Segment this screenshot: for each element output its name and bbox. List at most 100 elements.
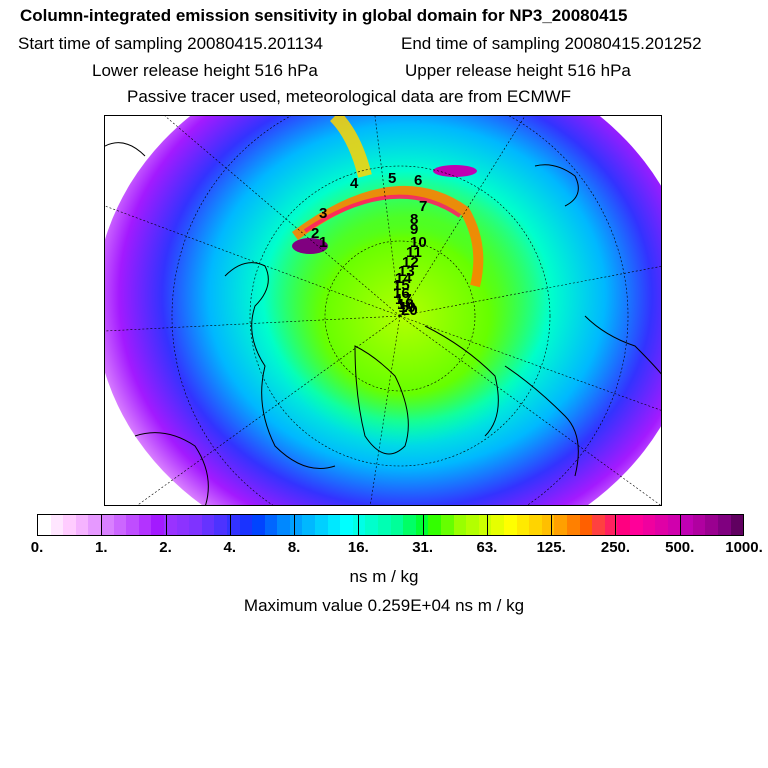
colorbar-cell xyxy=(478,515,492,535)
colorbar-cell xyxy=(315,515,328,535)
colorbar-cell xyxy=(327,515,341,535)
colorbar-cell xyxy=(692,515,706,535)
colorbar-major-divider xyxy=(422,515,424,535)
trajectory-point-label: 8 xyxy=(410,211,418,228)
colorbar-cell xyxy=(302,515,316,535)
lower-release-label: Lower release height 516 hPa xyxy=(92,61,318,80)
trajectory-point-label: 17 xyxy=(395,291,412,308)
colorbar-cell xyxy=(415,515,429,535)
secondary-spot xyxy=(433,165,477,177)
colorbar-cell xyxy=(642,515,656,535)
colorbar-cell xyxy=(428,515,441,535)
colorbar-cell xyxy=(730,515,744,535)
colorbar-cell xyxy=(201,515,215,535)
colorbar-cell xyxy=(390,515,404,535)
colorbar-cell xyxy=(277,515,290,535)
trajectory-point-label: 7 xyxy=(419,198,427,215)
colorbar-cell xyxy=(340,515,353,535)
colorbar-tick-label: 63. xyxy=(476,539,498,556)
colorbar-tick-label: 2. xyxy=(159,539,172,556)
colorbar-cell xyxy=(75,515,89,535)
colorbar-tick-label: 0. xyxy=(30,539,44,556)
colorbar-cell xyxy=(50,515,64,535)
colorbar-major-divider xyxy=(358,515,360,535)
colorbar-cell xyxy=(491,515,504,535)
trajectory-point-label: 12 xyxy=(402,254,419,271)
colorbar-cell xyxy=(100,515,114,535)
colorbar-cell xyxy=(126,515,139,535)
trajectory-point-label: 18 xyxy=(397,296,414,313)
colorbar-cell xyxy=(680,515,693,535)
colorbar-cell xyxy=(453,515,467,535)
max-value-label: Maximum value 0.259E+04 ns m / kg xyxy=(243,596,525,615)
colorbar-major-divider xyxy=(679,515,681,535)
plume-streak xyxy=(329,116,372,178)
trajectory-point-label: 16 xyxy=(393,285,410,302)
colorbar-tick-label: 16. xyxy=(347,539,369,556)
colorbar-cell xyxy=(151,515,164,535)
colorbar-cell xyxy=(466,515,479,535)
colorbar-cell xyxy=(88,515,101,535)
colorbar-cell xyxy=(629,515,643,535)
trajectory-point-label: 11 xyxy=(406,244,422,261)
colorbar-tick-label: 250. xyxy=(600,539,631,556)
graticule xyxy=(105,116,661,505)
trajectory-point-label: 2 xyxy=(311,225,319,242)
start-time-label: Start time of sampling 20080415.201134 xyxy=(18,34,323,53)
colorbar xyxy=(37,514,744,536)
trajectory-point-label: 15 xyxy=(393,277,410,294)
end-time-label: End time of sampling 20080415.201252 xyxy=(401,34,702,53)
colorbar-cell xyxy=(113,515,127,535)
map-panel: 4 5 6 7 8 9 10 11 12 13 14 15 16 17 18 19 20 1 2 3 xyxy=(104,115,662,506)
colorbar-tick-label: 8. xyxy=(287,539,301,556)
colorbar-major-divider xyxy=(486,515,488,535)
colorbar-tick-label: 125. xyxy=(536,539,566,556)
plot-title: Column-integrated emission sensitivity i… xyxy=(20,6,628,25)
colorbar-cell xyxy=(441,515,454,535)
colorbar-tick-label: 4. xyxy=(223,539,237,556)
colorbar-cell xyxy=(289,515,303,535)
colorbar-cell xyxy=(655,515,668,535)
colorbar-cell xyxy=(63,515,76,535)
colorbar-major-divider xyxy=(551,515,553,535)
colorbar-tick-label: 1. xyxy=(95,539,108,556)
tracer-note: Passive tracer used, meteorological data… xyxy=(127,87,572,106)
trajectory-point-label: 4 xyxy=(350,175,359,192)
trajectory-point-label: 5 xyxy=(388,170,396,187)
colorbar-cell xyxy=(403,515,416,535)
colorbar-cell xyxy=(163,515,177,535)
colorbar-cell xyxy=(705,515,719,535)
colorbar-units: ns m / kg xyxy=(349,567,419,586)
trajectory-point-label: 13 xyxy=(398,263,415,280)
colorbar-cell xyxy=(239,515,253,535)
trajectory-point-label: 10 xyxy=(410,234,427,251)
coastlines xyxy=(105,142,661,505)
trajectory-point-label: 3 xyxy=(319,205,327,222)
colorbar-cell xyxy=(252,515,265,535)
colorbar-cell xyxy=(566,515,580,535)
colorbar-cell xyxy=(604,515,618,535)
colorbar-major-divider xyxy=(165,515,167,535)
colorbar-cell xyxy=(264,515,278,535)
trajectory-arc-peak xyxy=(303,194,462,233)
colorbar-major-divider xyxy=(101,515,103,535)
trajectory-point-label: 20 xyxy=(401,302,418,319)
trajectory-point-label: 1 xyxy=(319,234,327,251)
colorbar-cell xyxy=(516,515,530,535)
colorbar-major-divider xyxy=(229,515,231,535)
max-sensitivity-spot xyxy=(292,238,328,254)
colorbar-cell xyxy=(579,515,593,535)
colorbar-cell xyxy=(529,515,542,535)
colorbar-cell xyxy=(189,515,202,535)
colorbar-cell xyxy=(226,515,240,535)
colorbar-tick-label: 31. xyxy=(412,539,434,556)
colorbar-cell xyxy=(617,515,630,535)
colorbar-cell xyxy=(214,515,227,535)
colorbar-tick-label: 1000. xyxy=(725,539,763,556)
colorbar-cell xyxy=(541,515,555,535)
trajectory-point-label: 19 xyxy=(399,299,416,316)
colorbar-cell xyxy=(718,515,731,535)
colorbar-cell xyxy=(503,515,517,535)
trajectory-arc xyxy=(292,186,484,288)
colorbar-cell xyxy=(378,515,391,535)
